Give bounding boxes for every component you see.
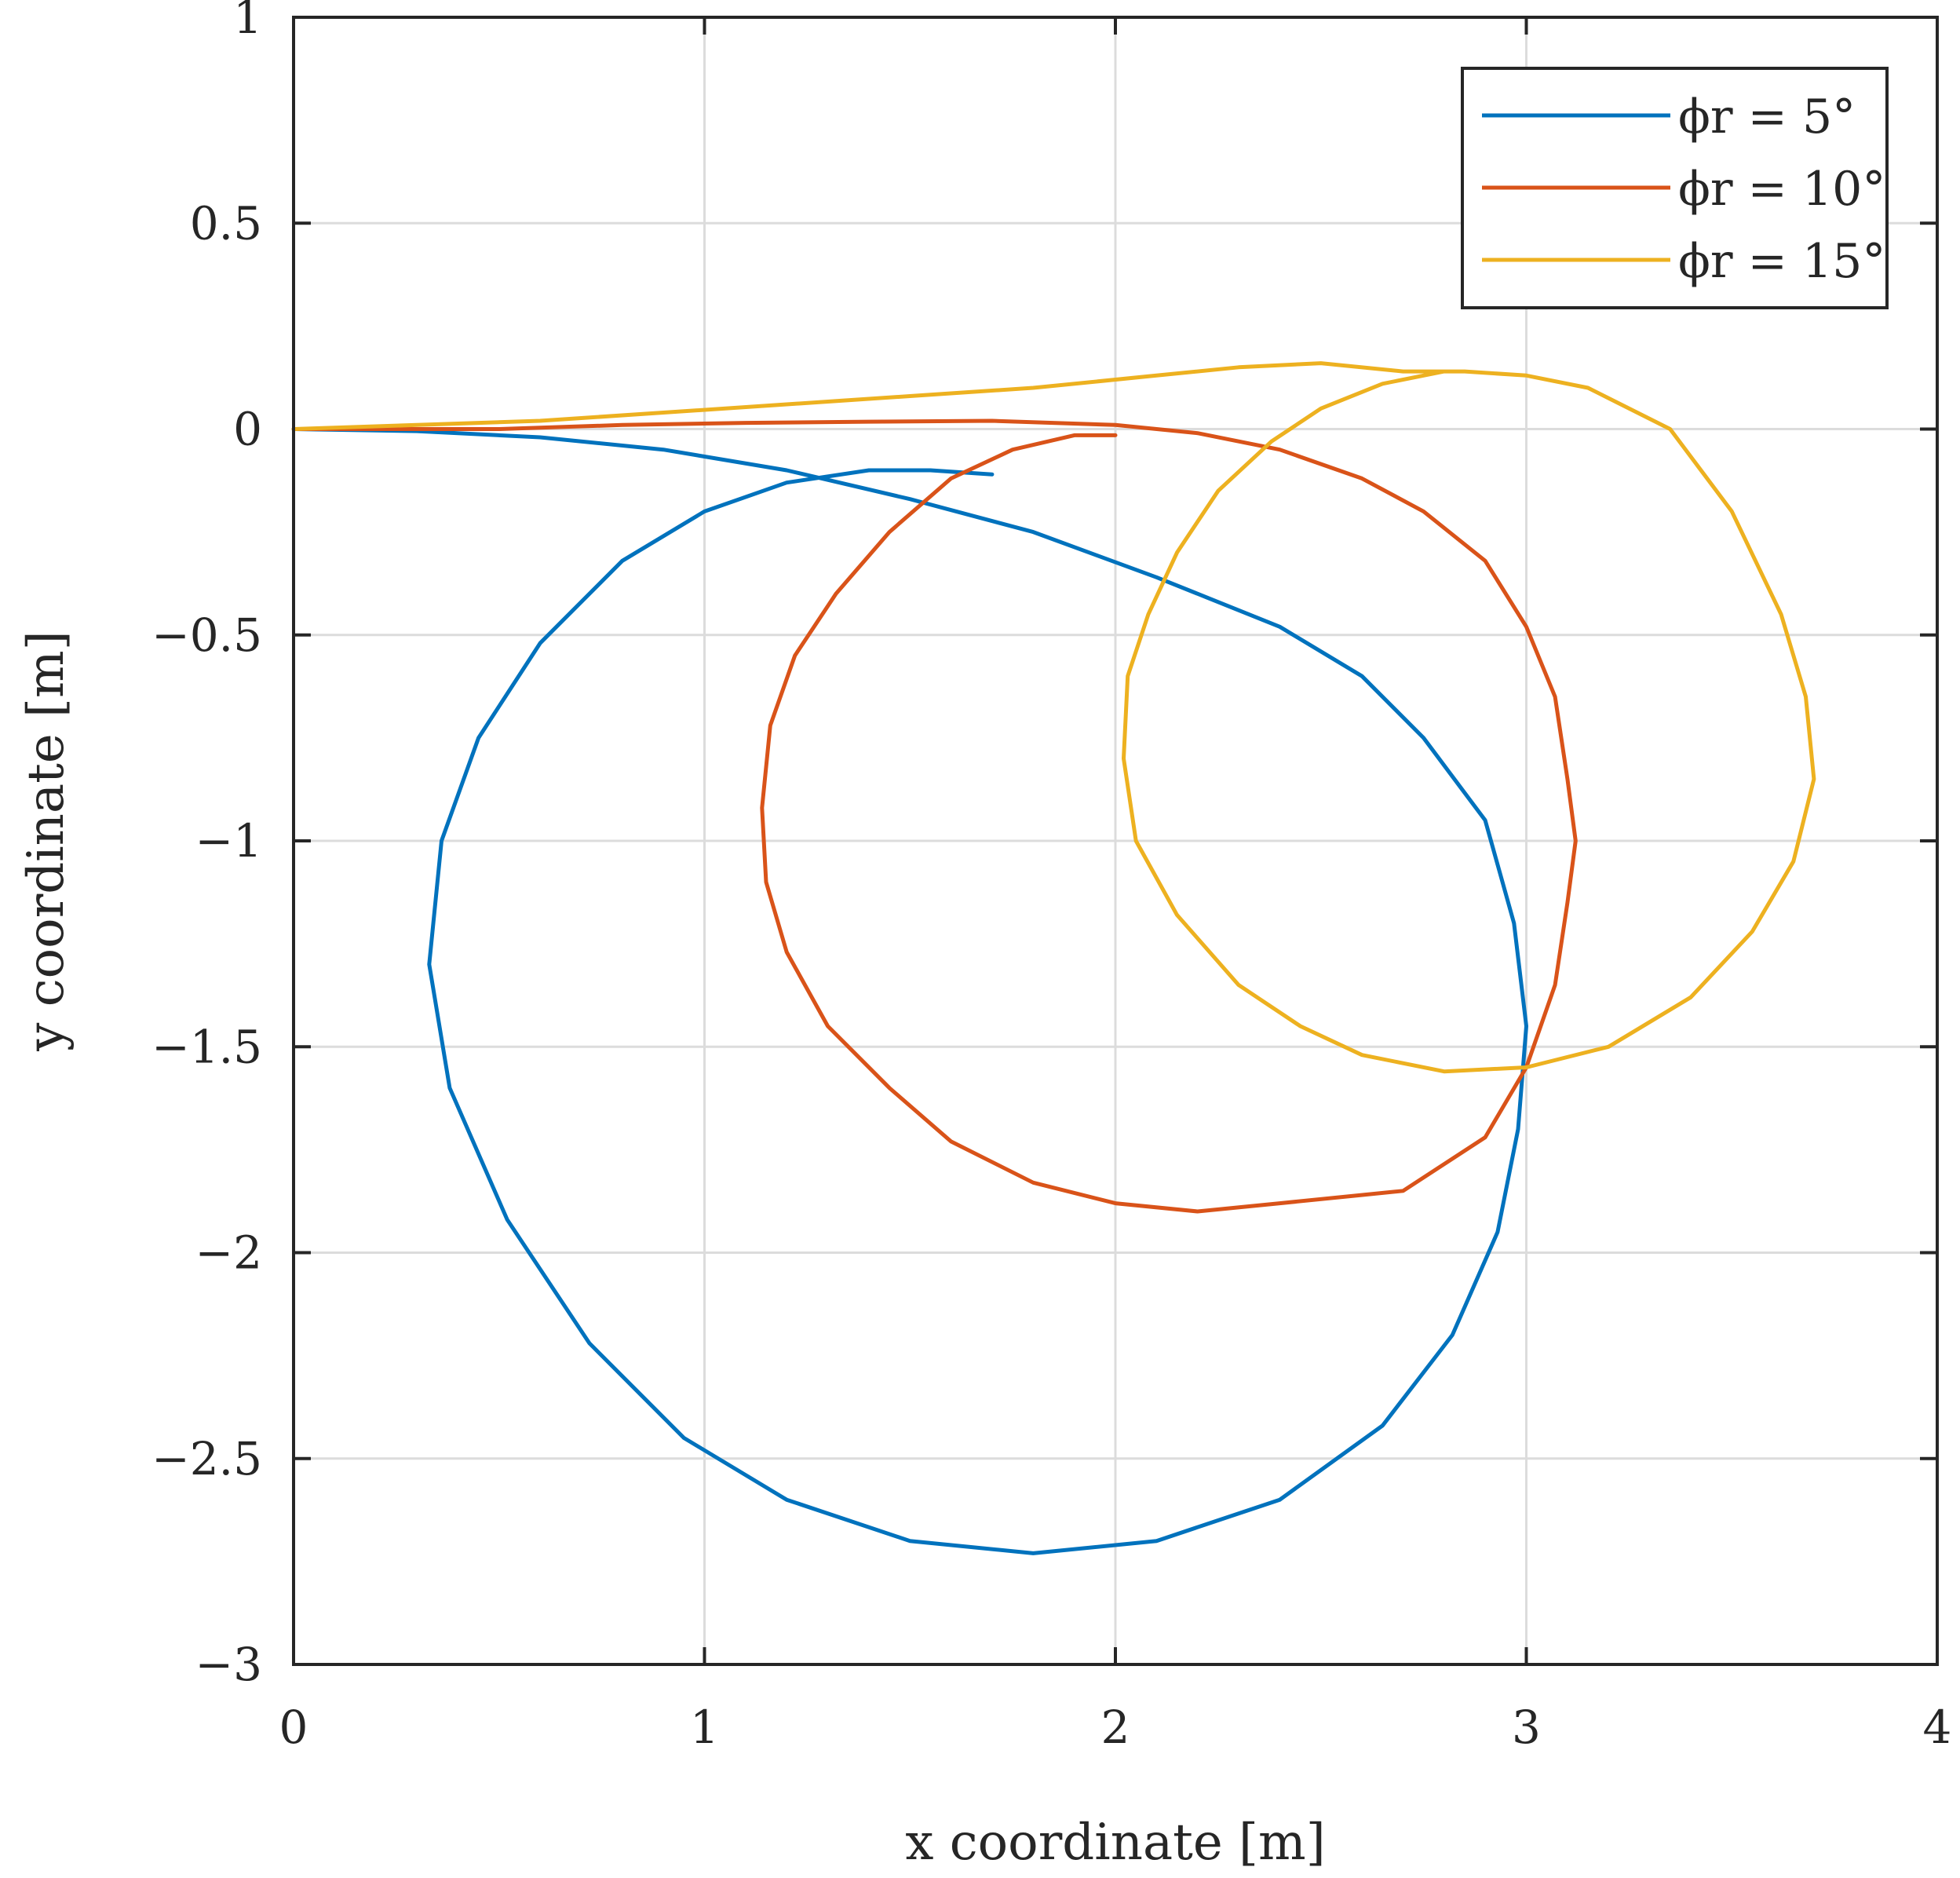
y-tick-label: 0.5 <box>190 196 262 250</box>
series-line <box>291 427 1528 1555</box>
y-axis-ticks: 1 0.5 0 −0.5 −1 −1.5 −2 −2.5 −3 <box>151 0 1937 1691</box>
legend-label: ϕr = 10° <box>1678 162 1885 217</box>
legend: ϕr = 5° ϕr = 10° ϕr = 15° <box>1461 67 1889 309</box>
x-tick-label: 4 <box>1923 1701 1952 1754</box>
legend-label: ϕr = 5° <box>1678 90 1856 144</box>
y-tick-label: −2 <box>195 1226 263 1280</box>
series-line <box>291 418 1578 1214</box>
x-tick-label: 2 <box>1101 1701 1130 1754</box>
x-axis-label: x coordinate [m] <box>905 1814 1325 1872</box>
x-axis-ticks: 0 1 2 3 4 <box>279 17 1952 1754</box>
y-tick-label: −1.5 <box>151 1020 262 1073</box>
legend-entries: ϕr = 5° ϕr = 10° ϕr = 15° <box>1482 90 1885 289</box>
x-tick-label: 1 <box>690 1701 719 1754</box>
x-tick-label: 3 <box>1512 1701 1541 1754</box>
y-tick-label: 0 <box>233 403 262 456</box>
series-line <box>291 361 1816 1074</box>
y-tick-label: 1 <box>233 0 262 44</box>
y-tick-label: −0.5 <box>151 608 262 662</box>
y-tick-label: −3 <box>195 1638 263 1691</box>
series-lines <box>291 361 1816 1555</box>
y-tick-label: −1 <box>195 814 263 868</box>
x-tick-label: 0 <box>279 1701 308 1754</box>
y-axis-label: y coordinate [m] <box>17 630 75 1051</box>
legend-label: ϕr = 15° <box>1678 234 1885 289</box>
y-tick-label: −2.5 <box>151 1432 262 1485</box>
plot-frame <box>292 16 1939 1666</box>
